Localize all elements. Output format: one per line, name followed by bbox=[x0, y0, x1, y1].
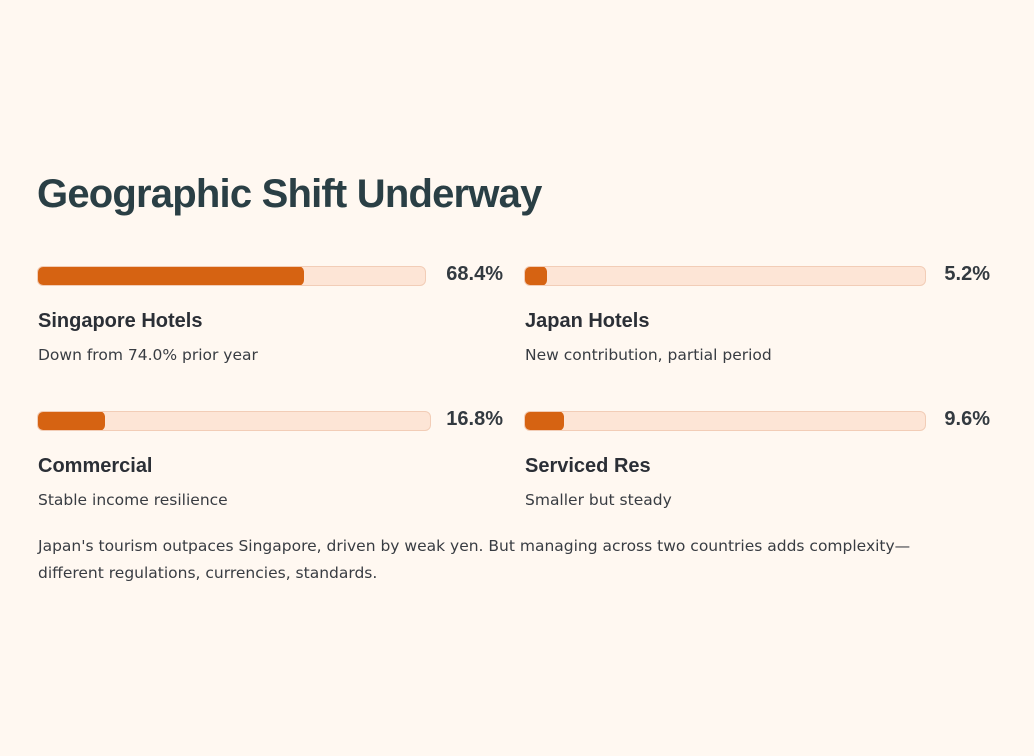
progress-bar: 5.2% bbox=[524, 263, 990, 288]
metric-singapore-hotels: 68.4% Singapore Hotels Down from 74.0% p… bbox=[37, 263, 503, 376]
progress-fill bbox=[525, 412, 565, 430]
metric-japan-hotels: 5.2% Japan Hotels New contribution, part… bbox=[524, 263, 990, 376]
metric-caption: Stable income resilience bbox=[38, 491, 228, 509]
percentage-value: 68.4% bbox=[446, 263, 503, 285]
percentage-value: 16.8% bbox=[446, 408, 503, 430]
metric-caption: Down from 74.0% prior year bbox=[38, 346, 258, 364]
percentage-value: 9.6% bbox=[944, 408, 990, 430]
progress-track bbox=[37, 266, 426, 286]
progress-fill bbox=[38, 267, 304, 285]
progress-bar: 68.4% bbox=[37, 263, 503, 288]
progress-track bbox=[524, 411, 926, 431]
summary-text: Japan's tourism outpaces Singapore, driv… bbox=[38, 537, 911, 582]
metric-label: Japan Hotels bbox=[525, 310, 650, 332]
page-title: Geographic Shift Underway bbox=[37, 172, 542, 216]
metric-label: Commercial bbox=[38, 455, 153, 477]
percentage-value: 5.2% bbox=[944, 263, 990, 285]
progress-fill bbox=[38, 412, 105, 430]
progress-bar: 9.6% bbox=[524, 408, 990, 433]
metric-caption: Smaller but steady bbox=[525, 491, 672, 509]
metric-caption: New contribution, partial period bbox=[525, 346, 772, 364]
metric-label: Serviced Res bbox=[525, 455, 651, 477]
progress-track bbox=[524, 266, 926, 286]
progress-bar: 16.8% bbox=[37, 408, 503, 433]
progress-fill bbox=[525, 267, 547, 285]
metric-serviced-res: 9.6% Serviced Res Smaller but steady bbox=[524, 408, 990, 521]
metric-label: Singapore Hotels bbox=[38, 310, 203, 332]
progress-track bbox=[37, 411, 431, 431]
metric-commercial: 16.8% Commercial Stable income resilienc… bbox=[37, 408, 503, 521]
